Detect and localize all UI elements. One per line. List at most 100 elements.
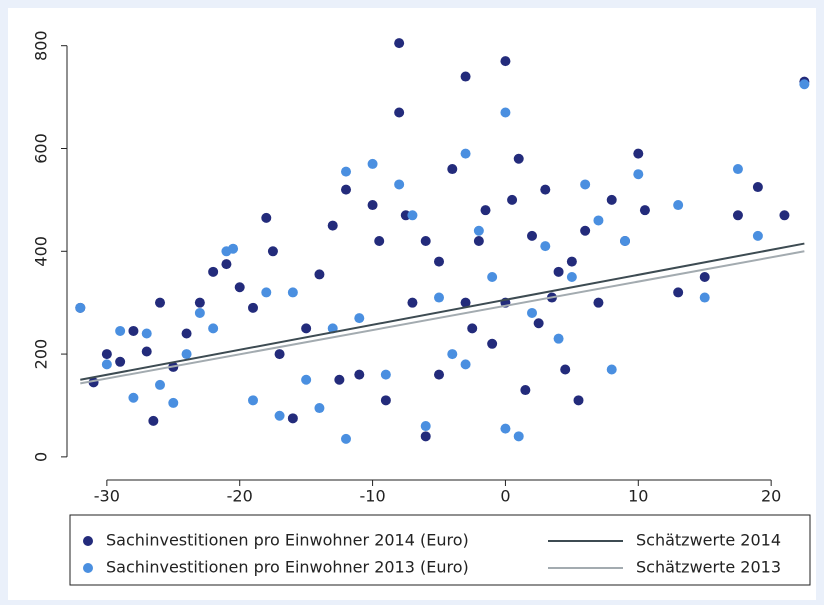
scatter-point — [487, 338, 498, 349]
x-tick-label: 20 — [761, 487, 781, 506]
scatter-point — [327, 220, 338, 231]
scatter-point — [287, 287, 298, 298]
scatter-point — [560, 364, 571, 375]
scatter-point — [420, 236, 431, 247]
scatter-point — [573, 395, 584, 406]
scatter-point — [380, 395, 391, 406]
scatter-point — [168, 397, 179, 408]
scatter-point — [507, 194, 518, 205]
legend-marker — [83, 536, 93, 546]
scatter-point — [473, 236, 484, 247]
scatter-point — [267, 246, 278, 257]
scatter-point — [181, 349, 192, 360]
scatter-point — [301, 374, 312, 385]
scatter-point — [341, 184, 352, 195]
legend-label: Sachinvestitionen pro Einwohner 2013 (Eu… — [106, 558, 469, 577]
scatter-point — [194, 297, 205, 308]
scatter-point — [434, 292, 445, 303]
scatter-point — [374, 236, 385, 247]
scatter-point — [128, 325, 139, 336]
scatter-point — [228, 243, 239, 254]
scatter-point — [533, 318, 544, 329]
scatter-point — [354, 313, 365, 324]
scatter-point — [593, 215, 604, 226]
scatter-point — [500, 107, 511, 118]
y-tick-label: 0 — [32, 452, 51, 462]
y-tick-label: 600 — [32, 133, 51, 164]
scatter-point — [487, 271, 498, 282]
scatter-point — [527, 230, 538, 241]
scatter-point — [301, 323, 312, 334]
scatter-point — [101, 359, 112, 370]
scatter-point — [234, 282, 245, 293]
scatter-point — [208, 266, 219, 277]
scatter-point — [407, 210, 418, 221]
x-tick-label: -20 — [227, 487, 253, 506]
scatter-point — [380, 369, 391, 380]
scatter-point — [699, 271, 710, 282]
scatter-point — [799, 79, 810, 90]
scatter-point — [673, 200, 684, 211]
legend-label: Schätzwerte 2013 — [636, 558, 781, 577]
scatter-point — [752, 230, 763, 241]
scatter-point — [407, 297, 418, 308]
scatter-point — [699, 292, 710, 303]
legend-label: Schätzwerte 2014 — [636, 531, 781, 550]
scatter-point — [314, 403, 325, 414]
scatter-point — [208, 323, 219, 334]
scatter-point — [580, 179, 591, 190]
scatter-point — [394, 107, 405, 118]
scatter-point — [460, 148, 471, 159]
x-tick-label: 10 — [628, 487, 648, 506]
estimate-line — [80, 242, 805, 381]
scatter-point — [115, 356, 126, 367]
scatter-point — [274, 349, 285, 360]
scatter-point — [434, 369, 445, 380]
scatter-point — [367, 200, 378, 211]
scatter-point — [274, 410, 285, 421]
scatter-point — [447, 349, 458, 360]
scatter-point — [467, 323, 478, 334]
scatter-point — [148, 415, 159, 426]
scatter-point — [420, 431, 431, 442]
scatter-point — [460, 71, 471, 82]
estimate-line — [80, 250, 805, 385]
scatter-point — [101, 349, 112, 360]
scatter-point — [287, 413, 298, 424]
scatter-point — [513, 431, 524, 442]
scatter-point — [115, 325, 126, 336]
scatter-point — [673, 287, 684, 298]
y-tick-label: 400 — [32, 236, 51, 267]
scatter-point — [633, 169, 644, 180]
scatter-point — [75, 302, 86, 313]
scatter-point — [261, 212, 272, 223]
scatter-point — [314, 269, 325, 280]
scatter-point — [155, 379, 166, 390]
scatter-point — [141, 346, 152, 357]
scatter-point — [181, 328, 192, 339]
scatter-point — [639, 205, 650, 216]
legend-marker — [83, 563, 93, 573]
scatter-point — [779, 210, 790, 221]
legend-label: Sachinvestitionen pro Einwohner 2014 (Eu… — [106, 531, 469, 550]
scatter-point — [500, 423, 511, 434]
scatter-point — [566, 271, 577, 282]
scatter-point — [128, 392, 139, 403]
scatter-point — [553, 333, 564, 344]
scatter-point — [732, 164, 743, 175]
scatter-point — [261, 287, 272, 298]
scatter-point — [194, 307, 205, 318]
scatter-point — [553, 266, 564, 277]
y-tick-label: 800 — [32, 30, 51, 61]
scatter-point — [527, 307, 538, 318]
scatter-point — [420, 421, 431, 432]
scatter-point — [155, 297, 166, 308]
scatter-point — [732, 210, 743, 221]
scatter-point — [620, 236, 631, 247]
scatter-point — [460, 359, 471, 370]
scatter-point — [460, 297, 471, 308]
x-tick-label: -10 — [360, 487, 386, 506]
y-tick-label: 200 — [32, 339, 51, 370]
scatter-point — [394, 38, 405, 49]
legend-box — [69, 514, 811, 586]
